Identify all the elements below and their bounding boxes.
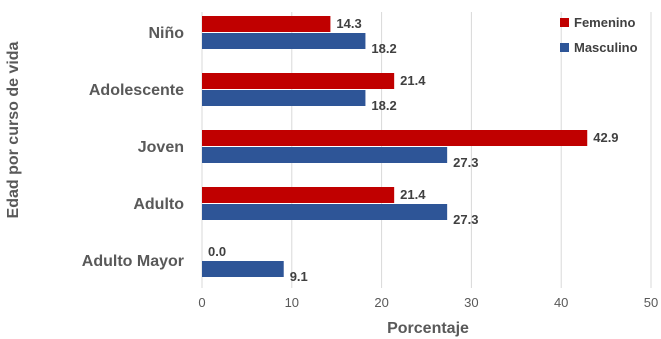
x-tick-labels: 0 10 20 30 40 50 — [198, 295, 658, 310]
bar-masculino — [202, 261, 284, 277]
category-label: Joven — [138, 139, 184, 156]
legend-swatch-femenino — [560, 18, 569, 27]
category-label: Adolescente — [89, 82, 184, 99]
bars — [202, 16, 588, 277]
bar-masculino — [202, 204, 448, 220]
bar-femenino — [202, 187, 395, 203]
value-label: 27.3 — [453, 212, 478, 227]
y-axis-title: Edad por curso de vida — [5, 41, 22, 218]
value-label: 0.0 — [208, 244, 226, 259]
value-label: 18.2 — [371, 98, 396, 113]
value-labels: 14.3 18.2 21.4 18.2 42.9 27.3 21.4 27.3 0.0 9.1 — [208, 16, 619, 284]
value-label: 9.1 — [290, 269, 308, 284]
x-tick-label: 10 — [285, 295, 299, 310]
bar-femenino — [202, 130, 588, 146]
bar-masculino — [202, 90, 366, 106]
category-label: Adulto Mayor — [82, 253, 184, 270]
legend: Femenino Masculino — [560, 15, 638, 55]
bar-masculino — [202, 33, 366, 49]
value-label: 21.4 — [400, 73, 426, 88]
value-label: 42.9 — [593, 130, 618, 145]
x-tick-label: 0 — [198, 295, 205, 310]
x-tick-label: 30 — [464, 295, 478, 310]
value-label: 14.3 — [336, 16, 361, 31]
value-label: 27.3 — [453, 155, 478, 170]
value-label: 21.4 — [400, 187, 426, 202]
value-label: 18.2 — [371, 41, 396, 56]
bar-femenino — [202, 73, 395, 89]
category-label: Niño — [148, 25, 184, 42]
x-tick-label: 50 — [644, 295, 658, 310]
category-labels: Niño Adolescente Joven Adulto Adulto Mayor — [82, 25, 184, 270]
legend-label-masculino: Masculino — [574, 40, 638, 55]
x-tick-label: 20 — [374, 295, 388, 310]
bar-femenino — [202, 16, 331, 32]
legend-swatch-masculino — [560, 43, 569, 52]
legend-label-femenino: Femenino — [574, 15, 635, 30]
x-axis-title: Porcentaje — [387, 320, 469, 337]
category-label: Adulto — [133, 196, 184, 213]
bar-masculino — [202, 147, 448, 163]
x-tick-label: 40 — [554, 295, 568, 310]
